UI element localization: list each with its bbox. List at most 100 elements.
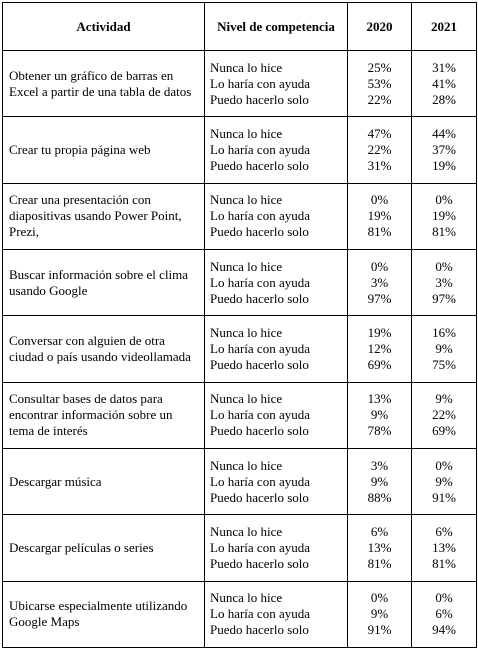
percent-value: 78% (367, 423, 392, 439)
percent-value: 9% (435, 340, 453, 356)
percent-value: 9% (370, 407, 389, 423)
percent-value: 9% (370, 473, 389, 489)
percent-value: 97% (367, 290, 392, 306)
percent-value: 3% (370, 274, 389, 290)
percent-cell-2020: 6% 13% 81% (347, 514, 412, 582)
level-label: Lo haría con ayuda (210, 473, 310, 489)
level-label: Nunca lo hice (210, 523, 283, 539)
header-nivel: Nivel de competencia (204, 2, 348, 51)
table-row: Descargar películas o series Nunca lo hic… (2, 514, 477, 582)
percent-value: 31% (432, 59, 456, 75)
level-label: Lo haría con ayuda (210, 208, 310, 224)
level-label: Puedo hacerlo solo (210, 290, 309, 306)
level-label: Puedo hacerlo solo (210, 224, 309, 240)
level-cell: Nunca lo hice Lo haría con ayuda Puedo hac… (204, 514, 348, 582)
percent-cell-2020: 13% 9% 78% (347, 381, 412, 449)
percent-cell-2021: 0% 6% 94% (411, 580, 477, 649)
percent-cell-2021: 31% 41% 28% (411, 49, 477, 118)
activity-cell: Crear una presentación con diapositivas … (2, 182, 205, 250)
percent-value: 47% (367, 125, 392, 141)
level-cell: Nunca lo hice Lo haría con ayuda Puedo hac… (204, 315, 348, 383)
percent-value: 28% (432, 91, 456, 107)
percent-value: 0% (435, 192, 453, 208)
percent-value: 22% (367, 141, 392, 157)
table-row: Conversar con alguien de otra ciudad o p… (2, 315, 477, 383)
percent-value: 25% (367, 59, 392, 75)
percent-value: 22% (367, 91, 392, 107)
percent-value: 9% (435, 473, 453, 489)
activity-cell: Conversar con alguien de otra ciudad o p… (2, 315, 205, 383)
activity-cell: Descargar películas o series (2, 514, 205, 582)
activity-cell: Consultar bases de datos para encontrar … (2, 381, 205, 449)
header-2021: 2021 (411, 2, 477, 51)
header-2020: 2020 (347, 2, 412, 51)
percent-value: 97% (432, 290, 456, 306)
percent-value: 13% (367, 539, 392, 555)
level-label: Puedo hacerlo solo (210, 356, 309, 372)
percent-value: 44% (432, 125, 456, 141)
percent-value: 69% (432, 423, 456, 439)
percent-value: 53% (367, 75, 392, 91)
percent-value: 81% (432, 224, 456, 240)
level-label: Lo haría con ayuda (210, 407, 310, 423)
percent-value: 0% (370, 590, 389, 606)
percent-cell-2020: 3% 9% 88% (347, 447, 412, 516)
percent-value: 0% (370, 192, 389, 208)
table-row: Ubicarse especialmente utilizando Google… (2, 580, 477, 649)
percent-value: 75% (432, 356, 456, 372)
level-label: Lo haría con ayuda (210, 274, 310, 290)
table-body: Obtener un gráfico de barras en Excel a … (2, 49, 477, 649)
percent-value: 19% (432, 157, 456, 173)
percent-value: 3% (370, 457, 389, 473)
percent-value: 13% (432, 539, 456, 555)
percent-value: 88% (367, 489, 392, 505)
table-row: Obtener un gráfico de barras en Excel a … (2, 49, 477, 118)
percent-value: 91% (432, 489, 456, 505)
percent-cell-2021: 0% 19% 81% (411, 182, 477, 250)
percent-value: 37% (432, 141, 456, 157)
level-cell: Nunca lo hice Lo haría con ayuda Puedo hac… (204, 182, 348, 250)
percent-value: 81% (432, 555, 456, 571)
percent-value: 0% (435, 457, 453, 473)
activity-cell: Descargar música (2, 447, 205, 516)
percent-value: 91% (367, 622, 392, 638)
percent-value: 19% (432, 208, 456, 224)
activity-cell: Crear tu propia página web (2, 116, 205, 184)
percent-value: 31% (367, 157, 392, 173)
level-label: Nunca lo hice (210, 192, 283, 208)
level-label: Puedo hacerlo solo (210, 622, 309, 638)
percent-cell-2021: 0% 3% 97% (411, 248, 477, 317)
activity-cell: Ubicarse especialmente utilizando Google… (2, 580, 205, 649)
level-label: Puedo hacerlo solo (210, 489, 309, 505)
percent-cell-2021: 44% 37% 19% (411, 116, 477, 184)
percent-value: 3% (435, 274, 453, 290)
level-cell: Nunca lo hice Lo haría con ayuda Puedo hac… (204, 381, 348, 449)
percent-cell-2020: 0% 9% 91% (347, 580, 412, 649)
level-cell: Nunca lo hice Lo haría con ayuda Puedo hac… (204, 116, 348, 184)
percent-cell-2020: 25% 53% 22% (347, 49, 412, 118)
level-label: Puedo hacerlo solo (210, 157, 309, 173)
percent-cell-2020: 0% 3% 97% (347, 248, 412, 317)
level-label: Nunca lo hice (210, 324, 283, 340)
table-row: Consultar bases de datos para encontrar … (2, 381, 477, 449)
percent-value: 94% (432, 622, 456, 638)
percent-value: 0% (370, 258, 389, 274)
table-row: Crear una presentación con diapositivas … (2, 182, 477, 250)
percent-value: 22% (432, 407, 456, 423)
percent-cell-2020: 0% 19% 81% (347, 182, 412, 250)
percent-value: 41% (432, 75, 456, 91)
level-label: Nunca lo hice (210, 457, 283, 473)
percent-value: 9% (435, 391, 453, 407)
percent-cell-2020: 19% 12% 69% (347, 315, 412, 383)
percent-value: 9% (370, 606, 389, 622)
percent-value: 6% (435, 606, 453, 622)
level-label: Nunca lo hice (210, 258, 283, 274)
percent-value: 16% (432, 324, 456, 340)
activity-cell: Obtener un gráfico de barras en Excel a … (2, 49, 205, 118)
table-row: Crear tu propia página web Nunca lo hice L… (2, 116, 477, 184)
level-cell: Nunca lo hice Lo haría con ayuda Puedo hac… (204, 49, 348, 118)
level-label: Lo haría con ayuda (210, 539, 310, 555)
level-label: Lo haría con ayuda (210, 340, 310, 356)
percent-value: 0% (435, 258, 453, 274)
level-label: Puedo hacerlo solo (210, 423, 309, 439)
